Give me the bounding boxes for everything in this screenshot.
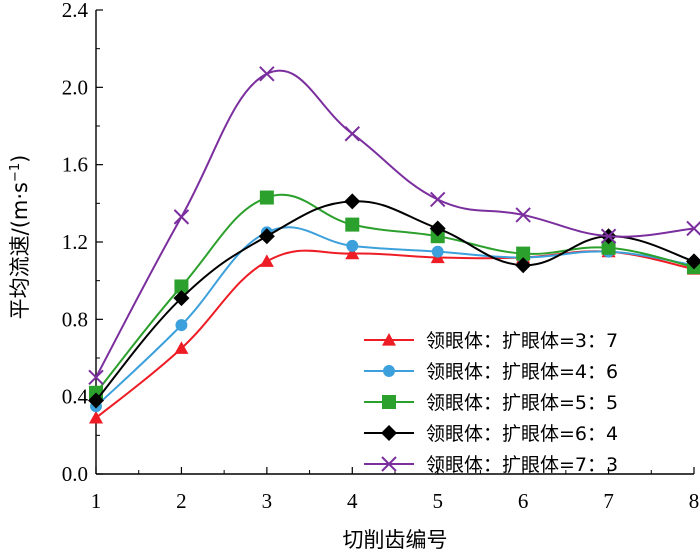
y-axis-title: 平均流速/(m·s−1) — [8, 155, 32, 320]
legend-label: 领眼体：扩眼体=6：4 — [426, 423, 618, 445]
data-point — [686, 220, 700, 237]
series-line — [95, 226, 695, 408]
legend-marker — [382, 333, 396, 346]
marker-stroke — [344, 126, 360, 142]
data-point — [601, 240, 616, 255]
y-axis-title-unit-close: ) — [8, 155, 32, 163]
y-tick-label: 1.6 — [62, 153, 88, 177]
data-point — [173, 209, 190, 225]
data-point — [686, 253, 700, 270]
data-point — [174, 279, 189, 294]
series-4 — [88, 193, 700, 409]
legend-marker — [383, 365, 395, 377]
y-axis-title-unit-exp: −1 — [8, 163, 23, 182]
marker-stroke — [600, 228, 617, 244]
data-point — [429, 220, 446, 237]
data-point — [258, 228, 275, 245]
y-axis-title-unit-open: /(m — [8, 200, 32, 236]
x-tick-label: 4 — [347, 489, 358, 513]
legend-entry: 领眼体：扩眼体=3：7 — [364, 330, 618, 352]
legend: 领眼体：扩眼体=3：7 领眼体：扩眼体=4：6 领眼体：扩眼体=5：5 领眼体：扩眼体… — [364, 330, 618, 476]
data-point — [88, 392, 104, 409]
marker-stroke — [515, 207, 531, 223]
data-point — [173, 290, 190, 307]
x-tick-label: 5 — [432, 489, 443, 513]
x-axis-title: 切削齿编号 — [343, 528, 448, 552]
marker-stroke — [381, 456, 397, 472]
x-tick-label: 6 — [518, 489, 529, 513]
series-layer — [88, 66, 700, 424]
y-axis-title-unit-dot: · — [8, 193, 32, 200]
x-tick-label: 8 — [689, 489, 700, 513]
marker-stroke — [686, 221, 700, 237]
data-point — [259, 66, 275, 82]
marker-stroke — [88, 369, 104, 386]
x-tick-label: 1 — [91, 489, 102, 513]
data-point — [89, 410, 103, 424]
data-point — [430, 191, 446, 208]
series-5 — [88, 66, 700, 386]
data-point — [515, 207, 531, 223]
legend-label: 领眼体：扩眼体=7：3 — [426, 454, 618, 476]
data-point — [259, 254, 274, 267]
data-point — [345, 217, 360, 232]
data-point — [344, 126, 360, 142]
data-point — [344, 193, 361, 210]
legend-label: 领眼体：扩眼体=3：7 — [426, 330, 618, 352]
legend-label: 领眼体：扩眼体=5：5 — [426, 392, 618, 414]
data-point — [346, 239, 359, 252]
data-point — [600, 228, 617, 244]
data-point — [88, 369, 104, 386]
data-point — [175, 319, 188, 332]
legend-entry: 领眼体：扩眼体=5：5 — [364, 392, 618, 414]
axes: 0.0 0.4 0.8 1.2 1.6 2.0 2.4 1 2 3 4 5 6 7 8 — [62, 0, 700, 513]
y-tick-label: 2.0 — [62, 75, 88, 99]
data-point — [516, 246, 531, 261]
y-tick-label: 0.4 — [62, 385, 89, 409]
data-point — [174, 341, 189, 354]
y-tick-label: 1.2 — [62, 230, 88, 254]
marker-stroke — [430, 191, 446, 208]
data-point — [259, 190, 274, 205]
marker-stroke — [173, 209, 190, 225]
data-point — [515, 257, 532, 274]
legend-label: 领眼体：扩眼体=4：6 — [426, 361, 618, 383]
y-axis-title-main: 平均流速 — [8, 235, 32, 319]
data-point — [431, 245, 444, 258]
marker-stroke — [259, 66, 275, 82]
y-tick-label: 0.0 — [62, 462, 88, 486]
x-tick-label: 2 — [176, 489, 187, 513]
legend-entry: 领眼体：扩眼体=7：3 — [364, 454, 618, 476]
y-axis-title-unit-s: s — [8, 182, 32, 193]
y-tick-label: 0.8 — [62, 307, 88, 331]
legend-entry: 领眼体：扩眼体=6：4 — [364, 423, 618, 445]
legend-marker — [381, 456, 397, 472]
legend-marker — [381, 425, 397, 441]
y-tick-label: 2.4 — [62, 0, 89, 22]
legend-entry: 领眼体：扩眼体=4：6 — [364, 361, 618, 383]
x-tick-label: 7 — [603, 489, 614, 513]
data-point — [345, 246, 360, 260]
legend-marker — [382, 395, 396, 409]
x-tick-label: 3 — [262, 489, 273, 513]
